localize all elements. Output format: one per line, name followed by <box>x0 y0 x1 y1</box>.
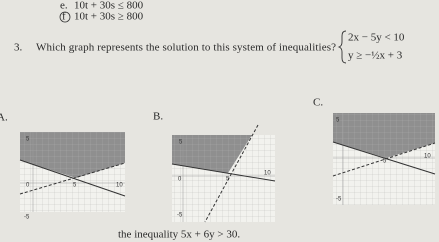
tick-label: 0 <box>26 183 30 189</box>
tick-label: 10 <box>264 171 271 177</box>
tick-label: -5 <box>177 213 183 219</box>
grid <box>20 132 125 212</box>
boundary <box>204 124 259 223</box>
graph: 5 0 5 10 -5 <box>171 124 276 223</box>
tick-label: 5 <box>73 183 77 189</box>
tick-label: 5 <box>179 140 183 146</box>
tick-label: 5 <box>383 159 387 165</box>
brace <box>337 30 347 64</box>
question-number: 3. <box>14 42 23 54</box>
question-text: Which graph represents the solution to t… <box>36 42 336 54</box>
system-line: y ≥ −½x + 3 <box>348 50 403 62</box>
item-label: f <box>62 11 66 23</box>
circle-mark <box>59 11 71 23</box>
boundary <box>171 163 276 182</box>
tick-label: 10 <box>424 154 431 160</box>
tick-label: -5 <box>336 197 342 203</box>
grid <box>333 113 435 205</box>
boundary <box>19 159 126 197</box>
graph: 5 5 10 -5 <box>332 113 436 205</box>
tick-label: 5 <box>26 137 30 143</box>
tick-label: 5 <box>226 177 230 183</box>
graph: 5 0 5 10 -5 <box>19 132 126 221</box>
option-label: B. <box>153 111 163 123</box>
option-label: C. <box>313 97 323 109</box>
item-text: 10t + 30s ≤ 800 <box>74 0 144 12</box>
footer-text: the inequality 5x + 6y > 30. <box>118 229 240 241</box>
option-label: A. <box>0 112 8 124</box>
tick-label: 10 <box>116 183 123 189</box>
item-text: 10t + 30s ≥ 800 <box>74 11 144 23</box>
tick-label: 5 <box>336 118 340 124</box>
item-label: e. <box>60 0 68 12</box>
system-line: 2x − 5y < 10 <box>348 32 405 44</box>
boundary <box>332 141 436 175</box>
tick-label: 0 <box>178 177 182 183</box>
boundary <box>332 142 436 177</box>
boundary <box>19 162 126 195</box>
tick-label: -5 <box>24 215 30 221</box>
